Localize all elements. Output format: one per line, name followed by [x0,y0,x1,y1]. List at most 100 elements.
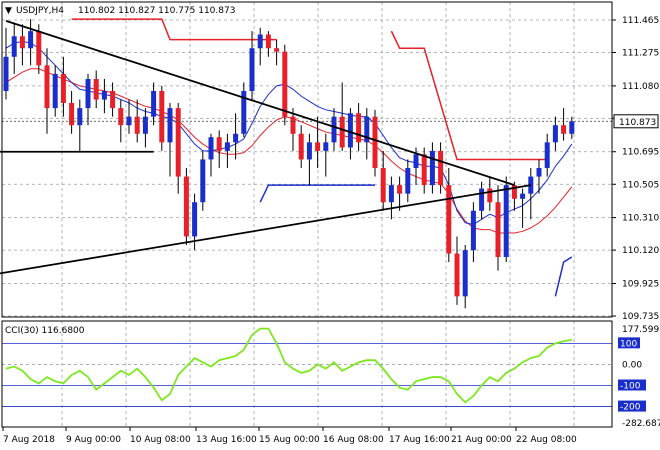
candle-bear [282,51,288,117]
candle-bull [126,116,132,126]
cci-panel-grid [2,321,612,427]
candle-bear [446,185,452,254]
time-axis-label: 17 Aug 16:00 [389,435,450,445]
candle-bear [421,154,427,186]
cci-indicator [5,327,572,404]
candle-bear [274,48,280,52]
time-axis-label: 9 Aug 00:00 [66,435,121,445]
cci-axis-label: -282.6879 [622,419,660,429]
pivot-lines [71,18,573,297]
candle-bull [208,137,214,160]
candle-bear [36,31,42,66]
candles [3,19,575,309]
price-axis-label: 110.695 [622,148,659,158]
candle-bull [142,116,148,134]
candle-bear [183,176,189,237]
current-price-tag-box [613,114,659,129]
candle-bull [388,185,394,203]
candle-bear [175,108,181,177]
candle-bull [364,116,370,143]
candle-bear [134,116,140,134]
candle-bull [544,142,550,168]
candle-bear [372,116,378,168]
candle-bear [298,133,304,160]
candle-bear [315,142,321,151]
candle-bear [487,188,493,203]
price-axis-label: 111.080 [622,82,659,92]
candle-bull [151,91,157,117]
candle-bull [77,108,83,126]
candle-bear [356,113,362,143]
cci-axis-label: 177.5993 [622,325,660,335]
cci-title: CCI(30) 116.6800 [5,326,85,336]
candle-bear [19,36,25,49]
candle-bull [167,108,173,143]
candle-bull [323,142,329,151]
candle-bear [93,79,99,100]
pivot-blue-line [259,184,375,203]
cci-line [5,327,572,404]
candle-bull [306,142,312,160]
candle-bull [479,188,485,211]
candle-bull [233,133,239,143]
current-price-tag-label: 110.873 [619,118,656,128]
time-axis-label: 16 Aug 08:00 [323,435,384,445]
candle-bull [413,154,419,168]
current-price-tag: 110.873 [613,114,659,129]
cci-axis-label: -100 [620,382,641,392]
candle-bear [438,150,444,186]
candle-bull [429,150,435,186]
candle-bear [495,202,501,257]
candle-bear [110,91,116,109]
candle-bear [290,116,296,134]
cci-axis-label: -200 [620,403,641,413]
time-axis-label: 22 Aug 08:00 [516,435,577,445]
main-panel-frame [1,1,613,318]
slow-moving-average [5,68,573,234]
candle-bull [257,34,263,49]
candle-bull [405,168,411,194]
cci-axis-label: 0.00 [622,360,642,370]
candle-bull [249,48,255,92]
candle-bull [11,36,17,57]
candle-bear [118,108,124,126]
cci-axis: 177.5993 100 0.00 -100 -200 -282.6879 [618,325,660,429]
cci-level-tag [618,400,646,412]
time-axis-label: 10 Aug 08:00 [130,435,191,445]
resistance-trendline [5,19,515,186]
candle-bull [28,31,34,49]
price-axis-label: 111.275 [622,49,659,59]
cci-level-tag [618,379,646,391]
candle-bull [331,116,337,143]
candle-bull [536,168,542,177]
candle-bear [216,137,222,151]
candle-bull [462,250,468,297]
candle-bear [69,102,75,126]
candle-bull [192,202,198,237]
panel-frames [1,1,613,428]
candle-bear [159,91,165,143]
candle-bull [241,91,247,134]
candle-bull [3,56,9,92]
candle-bull [503,185,509,257]
candle-bear [265,34,271,49]
cci-axis-label: 100 [620,339,637,349]
candle-bull [200,159,206,203]
candle-bear [60,73,66,103]
price-axis-label: 110.310 [622,214,659,224]
cci-level-tag [618,337,640,349]
price-axis-label: 111.465 [622,16,659,26]
dropdown-icon[interactable]: ▼ [5,6,12,16]
time-axis-label: 13 Aug 16:00 [196,435,257,445]
candle-bear [380,168,386,203]
candle-bull [569,121,575,134]
moving-averages [5,40,573,234]
price-axis-label: 110.120 [622,246,659,256]
time-axis-label: 21 Aug 00:00 [451,435,512,445]
candle-bear [561,125,567,134]
pivot-red-line [71,18,277,41]
candle-bear [397,185,403,194]
time-axis: 7 Aug 2018 9 Aug 00:00 10 Aug 08:00 13 Aug … [2,427,577,445]
candle-bull [224,142,230,151]
